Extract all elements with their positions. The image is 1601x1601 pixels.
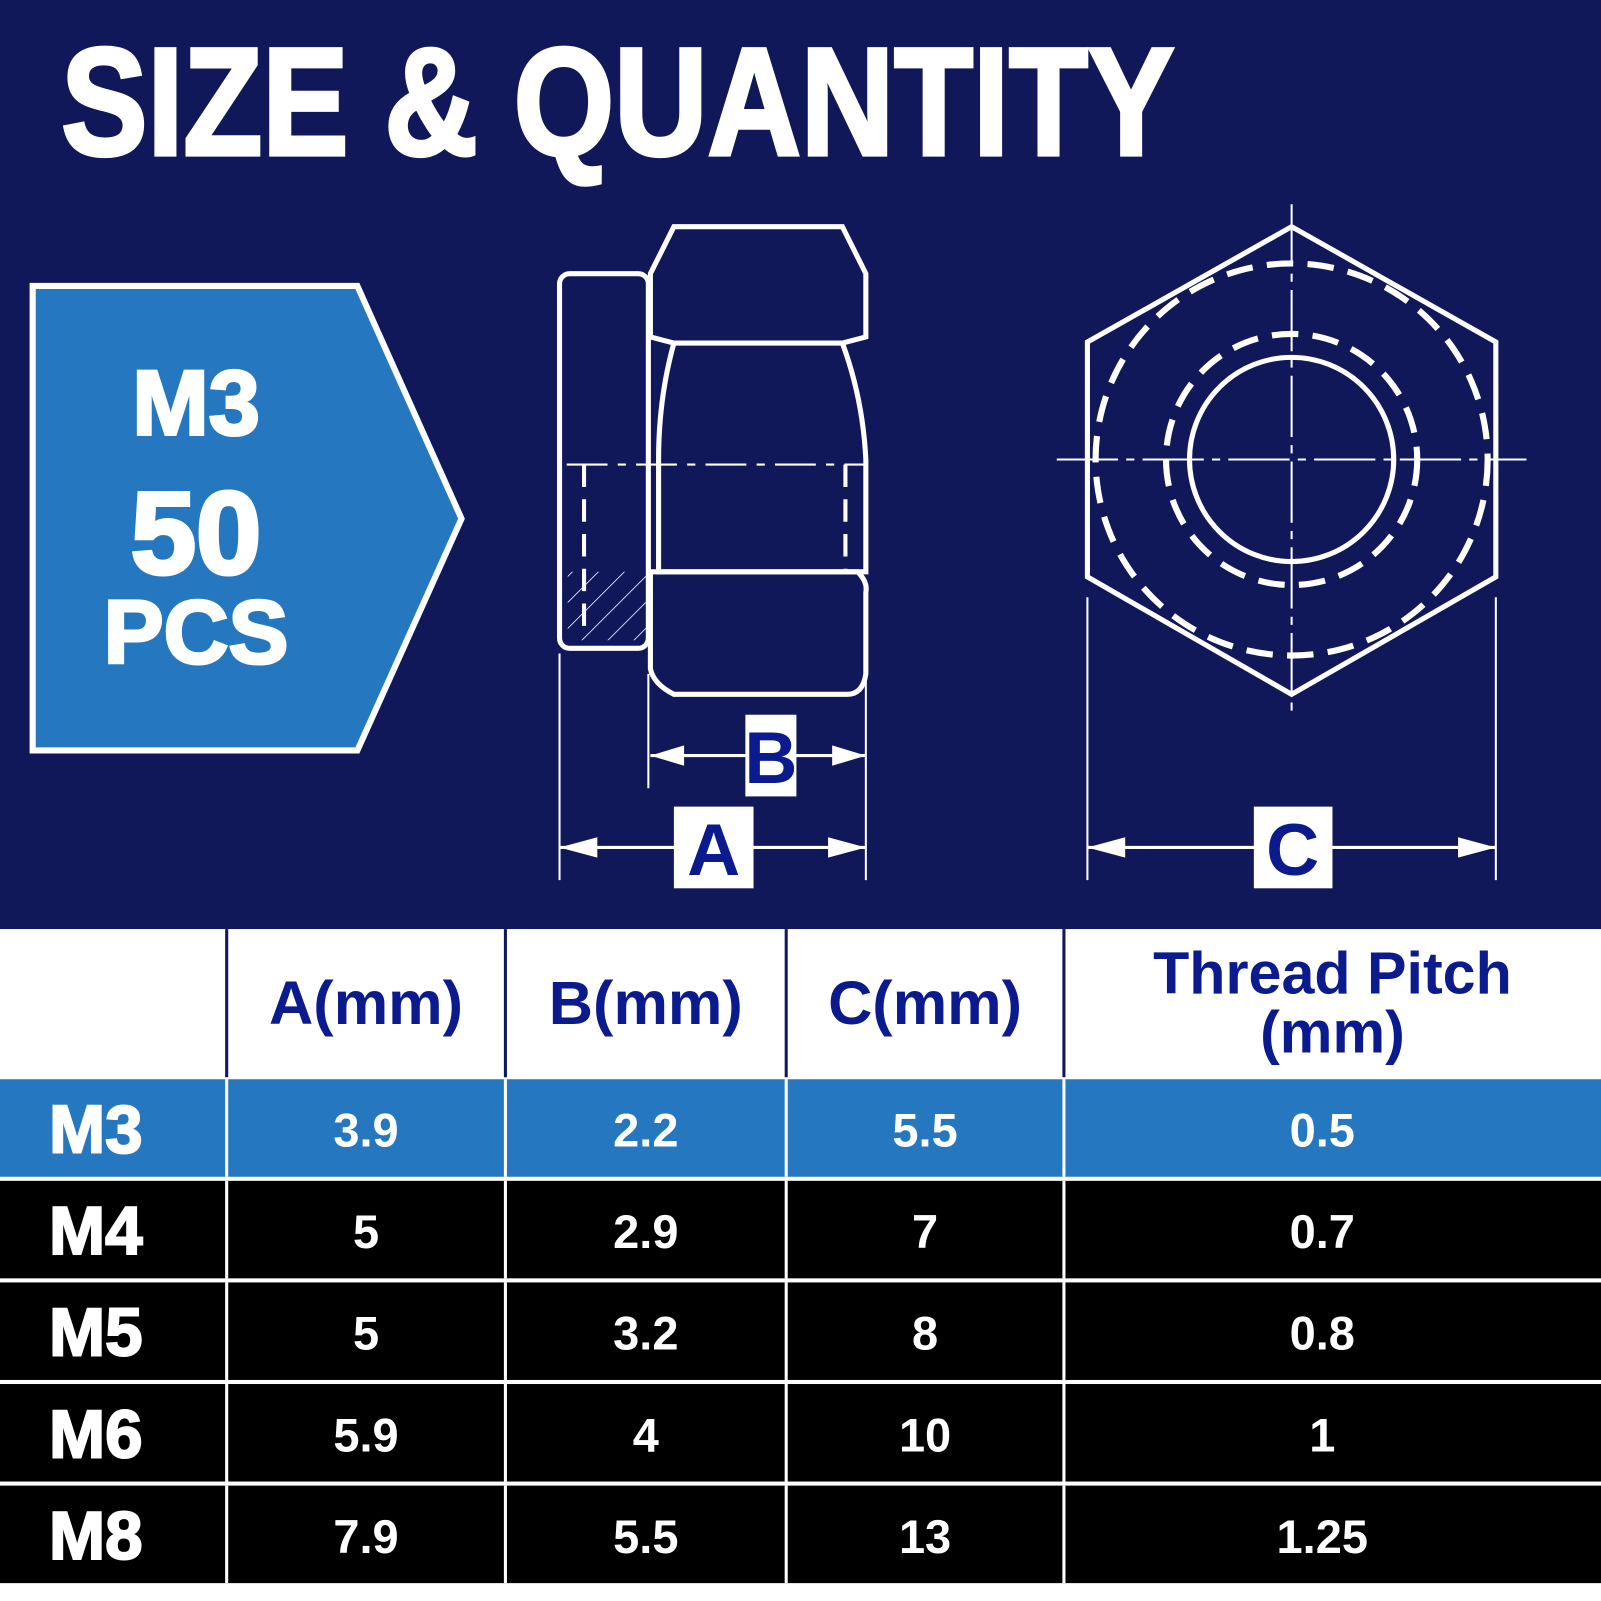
top-view: [1056, 204, 1527, 889]
badge: [29, 282, 465, 754]
spec-table: A(mm) B(mm) C(mm) Thread Pitch (mm) M3 3.9 2.2…: [0, 929, 1601, 1584]
column-header: A(mm): [269, 968, 464, 1037]
cell-value: 13: [899, 1510, 951, 1563]
cell-value: 7.9: [333, 1510, 398, 1563]
cell-value: 3.2: [613, 1307, 678, 1360]
dimension-label: C: [1266, 808, 1319, 891]
cell-value: 10: [899, 1408, 951, 1461]
row-label: M5: [49, 1296, 143, 1371]
cell-value: 5: [353, 1205, 379, 1258]
column-header: B(mm): [548, 968, 743, 1037]
title: SIZE & QUANTITY: [61, 17, 1174, 188]
header-cell: B(mm): [548, 968, 743, 1037]
badge-quantity: 50: [131, 467, 262, 598]
cell-value: 0.8: [1290, 1307, 1355, 1360]
row-background: [0, 1485, 1601, 1584]
cell-value: 1: [1309, 1408, 1335, 1461]
row-background: [0, 1180, 1601, 1279]
dimension-label: B: [744, 716, 797, 799]
cell-value: 2.9: [613, 1205, 678, 1258]
dimension-label: A: [687, 808, 740, 891]
cell-value: 8: [912, 1307, 938, 1360]
column-header: C(mm): [828, 968, 1023, 1037]
header-cell: C(mm): [828, 968, 1023, 1037]
row-label: M4: [49, 1194, 143, 1269]
cell-value: 1.25: [1277, 1510, 1368, 1563]
row-label: M8: [49, 1499, 143, 1574]
cell-value: 5.5: [892, 1104, 957, 1157]
cell-value: 5.5: [613, 1510, 678, 1563]
side-view: [556, 224, 869, 889]
cell-value: 4: [633, 1408, 659, 1461]
cell-value: 0.7: [1290, 1205, 1355, 1258]
cell-value: 2.2: [613, 1104, 678, 1157]
badge-size: M3: [132, 352, 260, 454]
row-background: [0, 1384, 1601, 1482]
table-header-background: [0, 929, 1601, 1078]
cell-value: 5.9: [333, 1408, 398, 1461]
header-cell: A(mm): [269, 968, 464, 1037]
cell-value: 3.9: [333, 1104, 398, 1157]
cell-value: 0.5: [1290, 1104, 1355, 1157]
cell-value: 7: [912, 1205, 938, 1258]
row-background: [0, 1079, 1601, 1177]
header-cell: Thread Pitch (mm): [1153, 939, 1512, 1066]
row-label: M3: [49, 1093, 143, 1168]
cell-value: 5: [353, 1307, 379, 1360]
column-header: Thread Pitch (mm): [1153, 939, 1512, 1066]
row-background: [0, 1282, 1601, 1380]
badge-unit: PCS: [104, 583, 289, 683]
row-label: M6: [49, 1397, 143, 1472]
